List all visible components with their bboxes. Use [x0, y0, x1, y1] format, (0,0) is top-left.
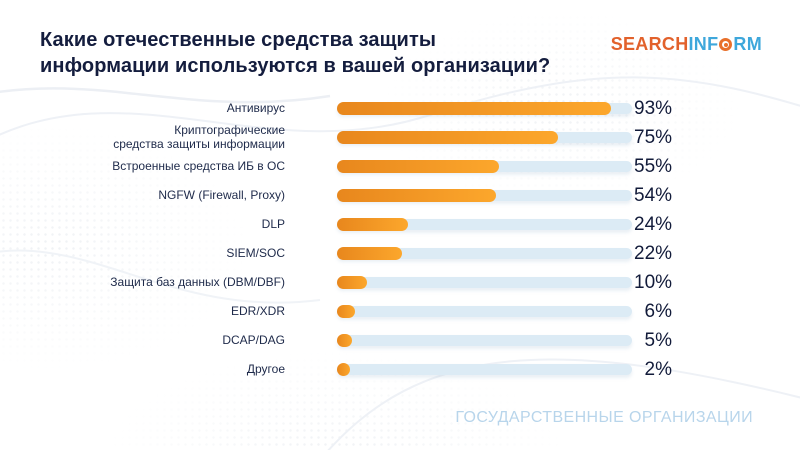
- page-title: Какие отечественные средства защиты инфо…: [40, 29, 551, 77]
- chart-row: Антивирус 93%: [40, 94, 672, 123]
- bar-zone: [337, 326, 632, 355]
- bar-track: [337, 335, 632, 346]
- category-label: Антивирус: [226, 100, 285, 115]
- chart-row: EDR/XDR 6%: [40, 297, 672, 326]
- chart-row: NGFW (Firewall, Proxy) 54%: [40, 181, 672, 210]
- bar-zone: [337, 181, 632, 210]
- bar: [337, 160, 500, 173]
- chart-row: Встроенные средства ИБ в ОС 55%: [40, 152, 672, 181]
- bar-zone: [337, 94, 632, 123]
- bar-zone: [337, 123, 632, 152]
- value-label: 6%: [644, 300, 672, 322]
- bar: [337, 334, 352, 347]
- chart-row: Другое 2%: [40, 355, 672, 384]
- value-label: 5%: [644, 329, 672, 351]
- value-label: 54%: [634, 184, 673, 206]
- header: Какие отечественные средства защиты инфо…: [40, 27, 762, 79]
- bar-zone: [337, 297, 632, 326]
- logo-text-search: SEARCH: [610, 34, 689, 54]
- chart-row: DLP 24%: [40, 210, 672, 239]
- category-label: Криптографические средства защиты информ…: [113, 123, 285, 151]
- bar-track: [337, 364, 632, 375]
- value-label: 10%: [634, 271, 673, 293]
- bar: [337, 218, 408, 231]
- bar: [337, 276, 367, 289]
- bar-zone: [337, 152, 632, 181]
- chart-row: DCAP/DAG 5%: [40, 326, 672, 355]
- value-label: 55%: [634, 155, 673, 177]
- bar-zone: [337, 355, 632, 384]
- value-label: 22%: [634, 242, 673, 264]
- chart-row: Криптографические средства защиты информ…: [40, 123, 672, 152]
- bar: [337, 189, 497, 202]
- category-label: NGFW (Firewall, Proxy): [158, 187, 285, 202]
- bar-track: [337, 219, 632, 230]
- chart-row: Защита баз данных (DBM/DBF) 10%: [40, 268, 672, 297]
- segment-label: ГОСУДАРСТВЕННЫЕ ОРГАНИЗАЦИИ: [455, 409, 753, 426]
- bar: [337, 131, 559, 144]
- bar: [337, 102, 612, 115]
- logo-target-icon: [719, 38, 733, 51]
- logo-text-inf: INF: [688, 34, 719, 54]
- category-label: Встроенные средства ИБ в ОС: [112, 158, 285, 173]
- category-label: Другое: [246, 361, 285, 376]
- value-label: 75%: [634, 126, 673, 148]
- chart-row: SIEM/SOC 22%: [40, 239, 672, 268]
- value-label: 2%: [644, 358, 672, 380]
- value-label: 93%: [634, 97, 673, 119]
- category-label: SIEM/SOC: [226, 245, 285, 260]
- logo-target-dot-icon: [723, 42, 728, 47]
- bar-zone: [337, 268, 632, 297]
- category-label: DLP: [261, 216, 285, 231]
- category-label: Защита баз данных (DBM/DBF): [110, 274, 285, 289]
- bar-track: [337, 306, 632, 317]
- logo-text-rm: RM: [733, 34, 762, 54]
- bar: [337, 363, 350, 376]
- bar-chart: Антивирус 93% Криптографические средства з…: [40, 94, 672, 384]
- bar-zone: [337, 210, 632, 239]
- category-label: DCAP/DAG: [222, 332, 285, 347]
- bar-track: [337, 277, 632, 288]
- value-label: 24%: [634, 213, 673, 235]
- bar-zone: [337, 239, 632, 268]
- category-label: EDR/XDR: [230, 303, 285, 318]
- bar: [337, 305, 355, 318]
- searchinform-logo: SEARCH INF RM: [611, 34, 762, 55]
- bar-track: [337, 248, 632, 259]
- bar: [337, 247, 402, 260]
